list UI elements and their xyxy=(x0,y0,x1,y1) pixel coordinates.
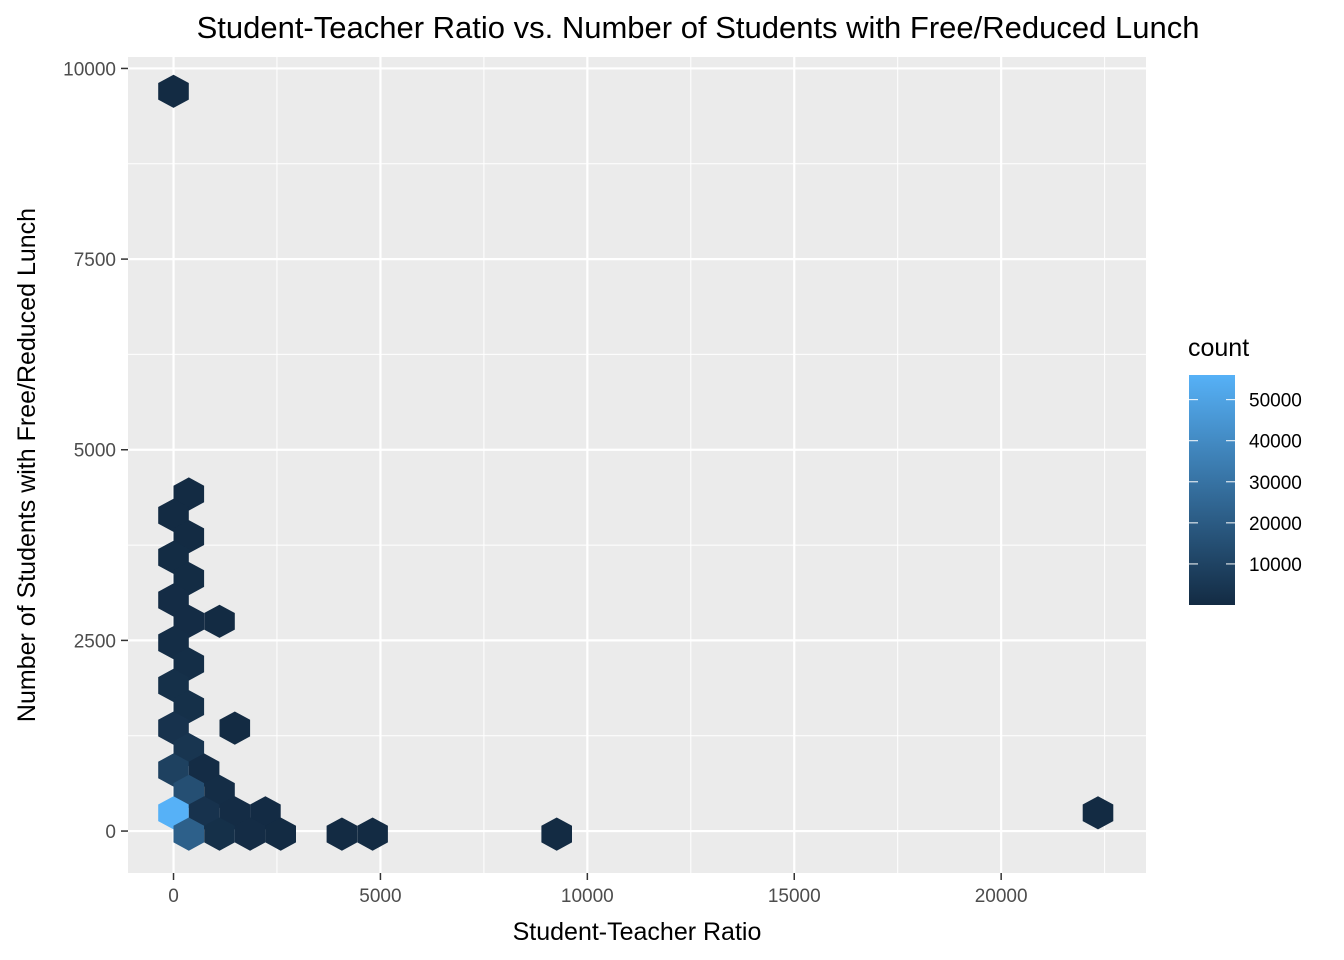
x-tick-labels: 0 5000 10000 15000 20000 xyxy=(168,886,1027,907)
x-tick-label: 5000 xyxy=(359,886,401,907)
hexbin-cells xyxy=(158,74,1114,851)
x-tick-label: 15000 xyxy=(768,886,821,907)
hexbin-cell xyxy=(158,711,189,745)
legend-break-label: 50000 xyxy=(1249,391,1302,412)
y-tick-labels: 0 2500 5000 7500 10000 xyxy=(63,59,116,843)
legend-break-label: 20000 xyxy=(1249,514,1302,535)
hexbin-cell xyxy=(158,540,189,574)
hexbin-cell xyxy=(158,668,189,702)
legend-break-label: 10000 xyxy=(1249,555,1302,576)
legend-break-label: 30000 xyxy=(1249,473,1302,494)
minor-gridlines xyxy=(128,57,1146,873)
hexbin-cell xyxy=(158,626,189,660)
hexbin-cell xyxy=(1082,796,1114,830)
legend-break-label: 40000 xyxy=(1249,432,1302,453)
hexbin-cell xyxy=(234,817,266,851)
hexbin-cell xyxy=(541,817,572,851)
x-tick-label: 20000 xyxy=(975,886,1028,907)
y-tick-label: 10000 xyxy=(63,59,116,80)
hexbin-cell xyxy=(173,562,205,596)
y-tick-label: 7500 xyxy=(74,250,116,271)
hexbin-cell xyxy=(204,774,235,808)
hexbin-cell xyxy=(188,753,220,787)
chart-title: Student-Teacher Ratio vs. Number of Stud… xyxy=(197,10,1200,45)
hexbin-cell xyxy=(219,711,251,745)
hexbin-cell xyxy=(326,817,358,851)
axis-ticks xyxy=(121,67,1002,880)
legend-colorbar xyxy=(1189,375,1235,605)
y-axis-title: Number of Students with Free/Reduced Lun… xyxy=(13,208,41,722)
hexbin-cell xyxy=(173,690,205,724)
hexbin-cell xyxy=(250,796,281,830)
x-axis-title: Student-Teacher Ratio xyxy=(513,918,762,946)
color-legend: count 10000 20000 30000 40000 50000 xyxy=(1188,334,1302,605)
plot-panel xyxy=(128,57,1146,873)
hexbin-cell xyxy=(158,74,189,108)
hexbin-cell xyxy=(158,753,189,787)
hexbin-cell xyxy=(173,817,205,851)
y-tick-label: 0 xyxy=(105,822,116,843)
hexbin-cell xyxy=(357,817,388,851)
hexbin-cell xyxy=(204,604,235,638)
hexbin-cell xyxy=(173,774,205,808)
y-tick-label: 2500 xyxy=(74,631,116,652)
hexbin-cell xyxy=(158,498,189,532)
hexbin-cell xyxy=(173,647,205,681)
hexbin-cell xyxy=(173,477,205,511)
hexbin-cell xyxy=(204,817,235,851)
hexbin-cell xyxy=(188,796,220,830)
legend-breaks: 10000 20000 30000 40000 50000 xyxy=(1189,391,1302,576)
x-tick-label: 0 xyxy=(168,886,179,907)
legend-title: count xyxy=(1188,334,1249,362)
x-tick-label: 10000 xyxy=(561,886,614,907)
hexbin-cell xyxy=(158,796,189,830)
hexbin-cell xyxy=(219,796,251,830)
major-gridlines xyxy=(128,57,1146,873)
hexbin-cell xyxy=(173,604,205,638)
hexbin-cell xyxy=(265,817,296,851)
hexbin-cell xyxy=(158,583,189,617)
y-tick-label: 5000 xyxy=(74,441,116,462)
